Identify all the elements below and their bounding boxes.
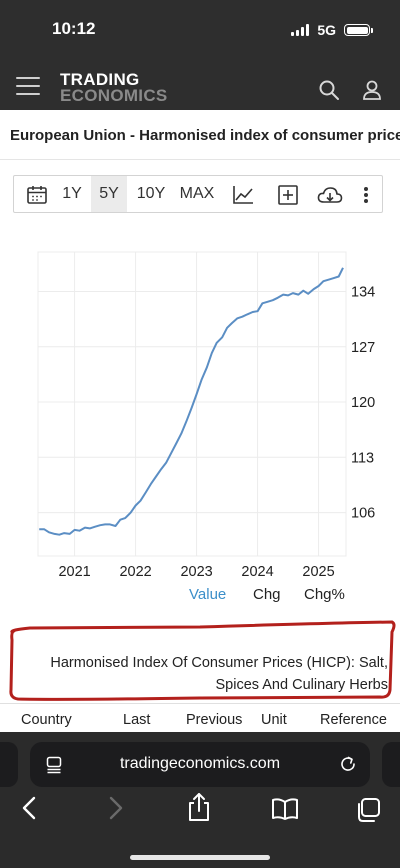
more-options-button[interactable] <box>356 176 376 212</box>
user-icon[interactable] <box>361 79 383 101</box>
x-tick-label: 2025 <box>302 564 334 580</box>
range-10y-button[interactable]: 10Y <box>136 185 166 202</box>
description-line-2: Spices And Culinary Herbs <box>215 677 388 693</box>
tab-value[interactable]: Value <box>189 586 227 603</box>
y-tick-label: 113 <box>351 450 374 466</box>
col-previous: Previous <box>186 712 243 728</box>
chart-type-button[interactable] <box>228 176 258 212</box>
status-bar: 10:12 5G <box>0 0 400 60</box>
hamburger-icon[interactable] <box>16 77 40 95</box>
plot-frame <box>37 251 347 557</box>
table-header: Country Last Previous Unit Reference <box>0 703 400 735</box>
url-text: tradingeconomics.com <box>119 755 281 772</box>
col-country: Country <box>21 712 72 728</box>
col-unit: Unit <box>261 712 287 728</box>
series-line <box>39 267 344 536</box>
status-time: 10:12 <box>52 19 96 38</box>
page-title-bar: European Union - Harmonised index of con… <box>0 110 400 160</box>
download-button[interactable] <box>314 176 346 212</box>
battery-icon <box>344 24 373 36</box>
signal-icon <box>291 24 310 36</box>
y-tick-label: 106 <box>351 506 375 522</box>
y-axis-ticks: 106 113 120 127 134 <box>351 284 375 521</box>
x-tick-label: 2024 <box>241 564 273 580</box>
tab-chg[interactable]: Chg <box>253 586 281 603</box>
x-axis-ticks: 2021 2022 2023 2024 2025 <box>58 564 334 580</box>
calendar-button[interactable] <box>20 176 54 212</box>
network-type: 5G <box>317 22 336 38</box>
status-indicators: 5G <box>291 22 373 38</box>
series-description: Harmonised Index Of Consumer Prices (HIC… <box>20 652 388 696</box>
next-tab-preview[interactable] <box>382 742 400 787</box>
y-tick-label: 127 <box>351 340 375 356</box>
app-header: TRADING ECONOMICS <box>0 60 400 110</box>
back-icon[interactable] <box>20 795 40 821</box>
logo-line-1: TRADING <box>60 70 140 89</box>
search-icon[interactable] <box>318 79 340 101</box>
description-line-1: Harmonised Index Of Consumer Prices (HIC… <box>50 655 388 671</box>
chart-toolbar: 1Y 5Y 10Y MAX <box>13 175 383 213</box>
address-bar[interactable]: tradingeconomics.com <box>30 742 370 787</box>
cloud-download-icon <box>317 187 343 203</box>
x-tick-label: 2023 <box>180 564 212 580</box>
tab-chg-percent[interactable]: Chg% <box>304 586 345 603</box>
hicp-line-chart[interactable]: 2021 2022 2023 2024 2025 106 113 120 127 134 <box>0 240 400 580</box>
browser-toolbar: tradingeconomics.com <box>0 732 400 868</box>
x-tick-label: 2021 <box>58 564 90 580</box>
y-tick-label: 134 <box>351 284 375 300</box>
chart-grid <box>37 251 347 557</box>
tabs-icon[interactable] <box>355 797 381 823</box>
reload-icon[interactable] <box>339 755 357 773</box>
page-title: European Union - Harmonised index of con… <box>10 127 400 144</box>
site-logo[interactable]: TRADING ECONOMICS <box>60 70 168 105</box>
share-icon[interactable] <box>186 792 212 822</box>
plus-box-icon <box>278 185 298 205</box>
col-last: Last <box>123 712 151 728</box>
bookmarks-icon[interactable] <box>271 797 299 821</box>
forward-icon[interactable] <box>105 795 125 821</box>
range-5y-button[interactable]: 5Y <box>91 176 127 212</box>
more-vertical-icon <box>364 187 368 203</box>
page-settings-icon[interactable] <box>46 756 62 774</box>
col-reference: Reference <box>320 712 387 728</box>
line-chart-icon <box>233 186 253 204</box>
y-tick-label: 120 <box>351 395 375 411</box>
range-1y-button[interactable]: 1Y <box>62 185 82 202</box>
logo-line-2: ECONOMICS <box>60 86 168 105</box>
previous-tab-preview[interactable] <box>0 742 18 787</box>
x-tick-label: 2022 <box>119 564 151 580</box>
range-max-button[interactable]: MAX <box>179 185 215 202</box>
add-series-button[interactable] <box>273 176 303 212</box>
home-indicator <box>130 855 270 860</box>
calendar-icon <box>27 186 47 204</box>
